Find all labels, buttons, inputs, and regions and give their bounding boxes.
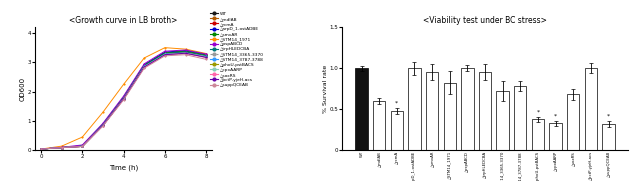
Bar	[479, 72, 491, 150]
Bar	[514, 86, 526, 150]
Bar	[391, 111, 403, 150]
Bar	[408, 68, 420, 150]
Text: *: *	[607, 113, 610, 118]
Title: <Viability test under BC stress>: <Viability test under BC stress>	[423, 16, 547, 25]
Y-axis label: % Survival rate: % Survival rate	[323, 65, 328, 113]
X-axis label: Time (h): Time (h)	[109, 165, 138, 171]
Bar	[461, 68, 474, 150]
Title: <Growth curve in LB broth>: <Growth curve in LB broth>	[70, 16, 178, 25]
Bar	[532, 119, 544, 150]
Text: *: *	[395, 100, 398, 105]
Bar	[496, 91, 509, 150]
Bar	[426, 72, 438, 150]
Bar	[585, 68, 597, 150]
Bar	[373, 101, 385, 150]
Text: *: *	[536, 109, 540, 114]
Bar	[550, 123, 562, 150]
Bar	[602, 124, 615, 150]
Bar	[355, 68, 368, 150]
Legend: WT, △mdlAB, △rcmA, △arpD_1-ostADBE, △smvAR, △STM14_1971, △pspABCD, △trpHLEDCBA, : WT, △mdlAB, △rcmA, △arpD_1-ostADBE, △smv…	[210, 11, 264, 88]
Y-axis label: OD600: OD600	[20, 77, 26, 101]
Bar	[444, 83, 456, 150]
Text: *: *	[554, 113, 557, 118]
Bar	[567, 94, 579, 150]
